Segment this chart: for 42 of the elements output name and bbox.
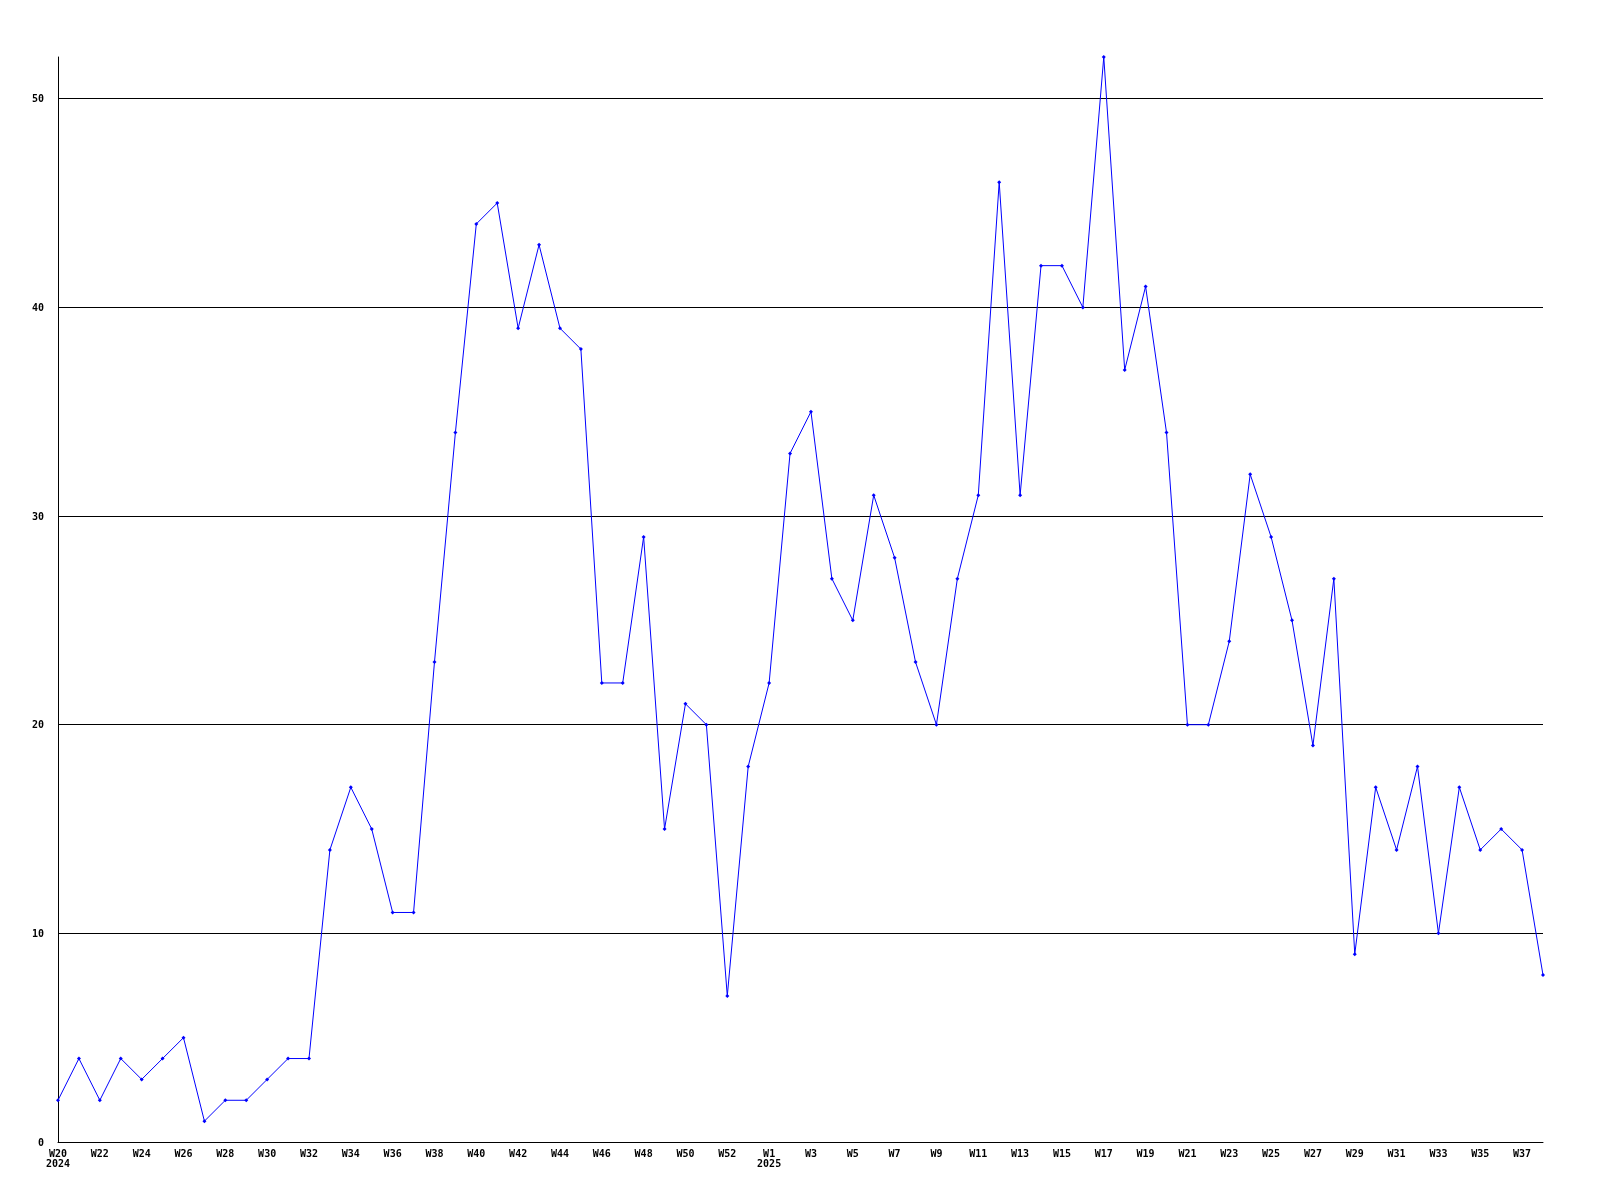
x-tick-label: W1 2025 xyxy=(757,1147,782,1169)
x-tick-label: W52 xyxy=(718,1147,737,1159)
y-tick-label: 20 xyxy=(31,719,44,731)
x-tick-label: W32 xyxy=(299,1147,319,1159)
x-tick-label: W33 xyxy=(1429,1147,1448,1159)
x-tick-label: W40 xyxy=(467,1147,486,1159)
x-tick-label: W44 xyxy=(550,1147,569,1159)
x-tick-label: W17 xyxy=(1094,1147,1113,1159)
x-tick-label: W25 xyxy=(1262,1147,1281,1159)
x-tick-label: W23 xyxy=(1220,1147,1239,1159)
x-tick-label: W36 xyxy=(383,1147,402,1159)
x-tick-label: W21 xyxy=(1178,1147,1197,1159)
x-tick-label: W5 xyxy=(846,1147,859,1159)
y-tick-label: 10 xyxy=(31,927,44,939)
x-tick-label: W20 2024 xyxy=(45,1147,71,1169)
x-tick-label: W27 xyxy=(1303,1147,1322,1159)
x-tick-label: W46 xyxy=(592,1147,611,1159)
y-tick-label: 0 xyxy=(37,1136,44,1148)
x-tick-label: W29 xyxy=(1345,1147,1364,1159)
y-tick-label: 40 xyxy=(31,301,44,313)
x-tick-label: W30 xyxy=(258,1147,277,1159)
x-tick-label: W34 xyxy=(341,1147,360,1159)
x-tick-label: W22 xyxy=(90,1147,109,1159)
x-tick-label: W15 xyxy=(1052,1147,1071,1159)
x-tick-label: W35 xyxy=(1471,1147,1490,1159)
x-tick-label: W48 xyxy=(634,1147,653,1159)
x-tick-label: W3 xyxy=(804,1147,817,1159)
x-tick-label: W11 xyxy=(969,1147,988,1159)
x-tick-label: W13 xyxy=(1011,1147,1030,1159)
x-tick-label: W42 xyxy=(509,1147,528,1159)
x-tick-label: W37 xyxy=(1513,1147,1532,1159)
x-tick-label: W24 xyxy=(132,1147,151,1159)
x-tick-label: W7 xyxy=(888,1147,901,1159)
x-tick-label: W31 xyxy=(1387,1147,1406,1159)
x-tick-label: W9 xyxy=(930,1147,943,1159)
y-tick-label: 50 xyxy=(31,93,44,105)
x-tick-label: W28 xyxy=(216,1147,235,1159)
x-tick-label: W26 xyxy=(174,1147,193,1159)
x-tick-label: W50 xyxy=(676,1147,695,1159)
x-tick-label: W19 xyxy=(1136,1147,1155,1159)
y-tick-label: 30 xyxy=(31,510,44,522)
x-tick-label: W38 xyxy=(425,1147,444,1159)
